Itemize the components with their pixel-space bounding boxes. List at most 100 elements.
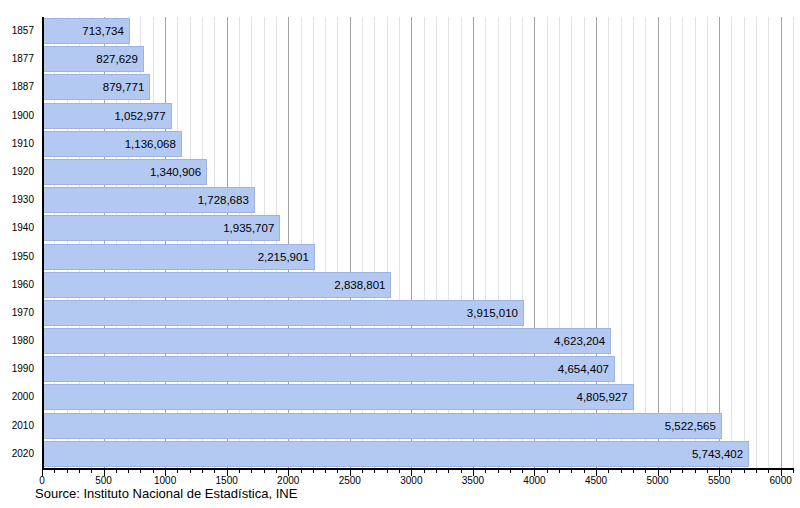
minor-gridline bbox=[695, 17, 696, 468]
x-minor-tick bbox=[756, 470, 757, 473]
x-minor-tick bbox=[79, 470, 80, 473]
x-minor-tick bbox=[153, 470, 154, 473]
x-axis-tick-label: 3000 bbox=[400, 475, 422, 486]
minor-gridline bbox=[707, 17, 708, 468]
x-minor-tick bbox=[510, 470, 511, 473]
x-minor-tick bbox=[731, 470, 732, 473]
minor-gridline bbox=[793, 17, 794, 468]
x-minor-tick bbox=[301, 470, 302, 473]
y-axis-label: 1900 bbox=[0, 102, 34, 130]
minor-gridline bbox=[682, 17, 683, 468]
x-minor-tick bbox=[374, 470, 375, 473]
x-axis-tick-label: 3500 bbox=[462, 475, 484, 486]
y-axis-label: 1990 bbox=[0, 355, 34, 383]
x-minor-tick bbox=[239, 470, 240, 473]
minor-gridline bbox=[731, 17, 732, 468]
bar-1930: 1,728,683 bbox=[42, 187, 255, 213]
bar-value-label: 827,629 bbox=[96, 53, 143, 65]
y-axis-label: 1940 bbox=[0, 214, 34, 242]
major-gridline bbox=[719, 17, 720, 468]
x-minor-tick bbox=[276, 470, 277, 473]
x-axis-tick-label: 1500 bbox=[216, 475, 238, 486]
bar-value-label: 4,805,927 bbox=[577, 391, 633, 403]
x-minor-tick bbox=[461, 470, 462, 473]
x-minor-tick bbox=[584, 470, 585, 473]
x-minor-tick bbox=[670, 470, 671, 473]
x-minor-tick bbox=[633, 470, 634, 473]
bar-1960: 2,838,801 bbox=[42, 272, 391, 298]
x-minor-tick bbox=[448, 470, 449, 473]
x-minor-tick bbox=[424, 470, 425, 473]
y-axis-label: 1910 bbox=[0, 130, 34, 158]
y-axis-label: 1960 bbox=[0, 271, 34, 299]
x-minor-tick bbox=[325, 470, 326, 473]
x-minor-tick bbox=[91, 470, 92, 473]
x-minor-tick bbox=[498, 470, 499, 473]
population-bar-chart: 713,734827,629879,7711,052,9771,136,0681… bbox=[0, 0, 800, 508]
bar-2000: 4,805,927 bbox=[42, 384, 634, 410]
x-axis-tick-label: 2000 bbox=[277, 475, 299, 486]
bar-value-label: 1,935,707 bbox=[223, 222, 279, 234]
x-minor-tick bbox=[645, 470, 646, 473]
bar-1980: 4,623,204 bbox=[42, 328, 611, 354]
x-minor-tick bbox=[67, 470, 68, 473]
x-axis-tick-label: 2500 bbox=[339, 475, 361, 486]
y-axis-line bbox=[42, 17, 44, 468]
x-minor-tick bbox=[793, 470, 794, 473]
bar-1970: 3,915,010 bbox=[42, 300, 524, 326]
x-minor-tick bbox=[251, 470, 252, 473]
bar-value-label: 3,915,010 bbox=[467, 307, 523, 319]
x-minor-tick bbox=[522, 470, 523, 473]
y-axis-label: 1857 bbox=[0, 17, 34, 45]
bar-value-label: 1,728,683 bbox=[198, 194, 254, 206]
x-minor-tick bbox=[264, 470, 265, 473]
minor-gridline bbox=[645, 17, 646, 468]
x-axis-tick-label: 5500 bbox=[708, 475, 730, 486]
y-axis-label: 1950 bbox=[0, 243, 34, 271]
bar-1857: 713,734 bbox=[42, 18, 130, 44]
x-minor-tick bbox=[214, 470, 215, 473]
y-axis-label: 1970 bbox=[0, 299, 34, 327]
x-minor-tick bbox=[128, 470, 129, 473]
source-caption: Source: Instituto Nacional de Estadístic… bbox=[35, 486, 297, 501]
bar-value-label: 879,771 bbox=[103, 81, 150, 93]
x-minor-tick bbox=[387, 470, 388, 473]
x-minor-tick bbox=[695, 470, 696, 473]
minor-gridline bbox=[768, 17, 769, 468]
x-minor-tick bbox=[362, 470, 363, 473]
y-axis-labels: 1857187718871900191019201930194019501960… bbox=[0, 17, 34, 468]
bar-1877: 827,629 bbox=[42, 46, 144, 72]
x-axis-tick-label: 5000 bbox=[646, 475, 668, 486]
bar-value-label: 4,623,204 bbox=[554, 335, 610, 347]
x-minor-tick bbox=[190, 470, 191, 473]
major-gridline bbox=[658, 17, 659, 468]
x-axis-tick-label: 0 bbox=[39, 475, 45, 486]
x-axis-tick-label: 4500 bbox=[585, 475, 607, 486]
x-axis-tick-label: 500 bbox=[95, 475, 112, 486]
x-axis-tick-label: 4000 bbox=[523, 475, 545, 486]
y-axis-label: 2010 bbox=[0, 412, 34, 440]
plot-area: 713,734827,629879,7711,052,9771,136,0681… bbox=[42, 17, 793, 468]
x-axis-line bbox=[42, 468, 794, 470]
x-axis-tick-label: 6000 bbox=[770, 475, 792, 486]
x-minor-tick bbox=[744, 470, 745, 473]
x-minor-tick bbox=[559, 470, 560, 473]
x-minor-tick bbox=[608, 470, 609, 473]
x-minor-tick bbox=[399, 470, 400, 473]
bar-value-label: 5,743,402 bbox=[692, 448, 748, 460]
x-minor-tick bbox=[547, 470, 548, 473]
x-axis-tick-label: 1000 bbox=[154, 475, 176, 486]
x-minor-tick bbox=[682, 470, 683, 473]
minor-gridline bbox=[670, 17, 671, 468]
bar-value-label: 4,654,407 bbox=[558, 363, 614, 375]
minor-gridline bbox=[744, 17, 745, 468]
x-minor-tick bbox=[436, 470, 437, 473]
bar-value-label: 713,734 bbox=[82, 25, 129, 37]
bar-value-label: 2,215,901 bbox=[258, 251, 314, 263]
bar-value-label: 1,136,068 bbox=[125, 138, 181, 150]
bar-1910: 1,136,068 bbox=[42, 131, 182, 157]
bar-1950: 2,215,901 bbox=[42, 244, 315, 270]
x-minor-tick bbox=[707, 470, 708, 473]
bar-1887: 879,771 bbox=[42, 74, 150, 100]
bar-value-label: 5,522,565 bbox=[665, 420, 721, 432]
